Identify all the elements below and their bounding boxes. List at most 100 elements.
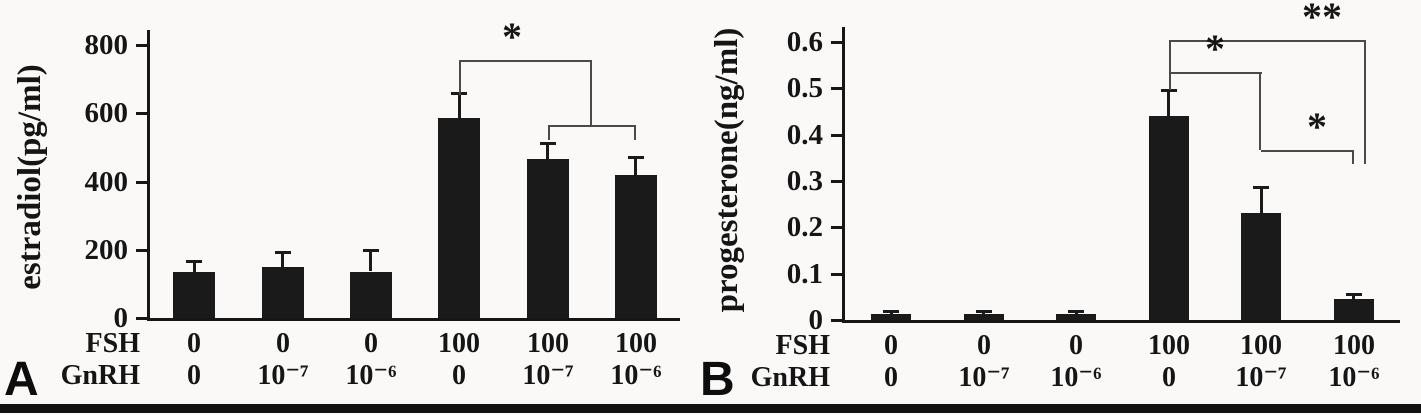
- panel-b-bar: [964, 314, 1004, 320]
- panel-b-ytick-mark: [831, 180, 845, 183]
- panel-b-xrow-label: FSH: [775, 330, 830, 361]
- panel-a-sig-bracket-drop: [590, 60, 592, 125]
- panel-a-error-bar: [458, 94, 461, 118]
- panel-b-xtick-label: 10⁻⁷: [958, 362, 1010, 393]
- panel-b-error-bar: [1260, 188, 1263, 213]
- panel-b-xtick-label: 0: [884, 362, 898, 393]
- panel-a-bar: [438, 118, 480, 318]
- panel-a-sig-bracket: [459, 60, 592, 62]
- panel-b-xtick-label: 100: [1148, 330, 1190, 361]
- panel-b-ytick-mark: [831, 87, 845, 90]
- panel-b-ytick-label: 0.3: [786, 165, 823, 197]
- panel-b-sig-label: *: [1205, 26, 1225, 71]
- panel-a-xtick-label: 10⁻⁷: [257, 360, 309, 391]
- panel-a-xtick-label: 0: [276, 328, 290, 359]
- panel-a-ytick-label: 200: [84, 234, 129, 266]
- panel-a-bar: [173, 272, 215, 318]
- panel-b-bar: [871, 314, 911, 320]
- panel-b-bar: [1241, 213, 1281, 320]
- panel-b-ytick-label: 0.6: [786, 26, 823, 58]
- panel-a-ytick-mark: [136, 44, 150, 47]
- panel-b-xtick-label: 0: [884, 330, 898, 361]
- panel-b-error-bar: [890, 312, 893, 314]
- panel-b-error-bar-cap: [1346, 293, 1362, 296]
- panel-b-error-bar: [982, 312, 985, 314]
- panel-a-sig-bracket-drop: [634, 125, 636, 140]
- panel-b-xtick-label: 10⁻⁶: [1328, 362, 1380, 393]
- panel-a-bar: [262, 267, 304, 318]
- panel-a-ytick-mark: [136, 112, 150, 115]
- figure-bottom-border: [0, 404, 1421, 413]
- panel-a-error-bar-cap: [540, 142, 556, 145]
- panel-b-sig-bracket-drop: [1364, 40, 1366, 164]
- panel-b-sig-bracket-drop: [1259, 72, 1261, 150]
- panel-a-bar: [527, 159, 569, 318]
- panel-b-ytick-mark: [831, 319, 845, 322]
- panel-b-ytick-mark: [831, 273, 845, 276]
- panel-a-xtick-label: 10⁻⁷: [522, 360, 574, 391]
- panel-b-bar: [1334, 299, 1374, 320]
- panel-b-xtick-label: 100: [1333, 330, 1375, 361]
- panel-a-ytick-mark: [136, 181, 150, 184]
- panel-b-ytick-label: 0.4: [786, 119, 823, 151]
- panel-a-xtick-label: 100: [527, 328, 569, 359]
- panel-a-xrow-label: GnRH: [60, 360, 140, 391]
- panel-b-error-bar-cap: [1068, 310, 1084, 313]
- panel-a-label: A: [4, 353, 39, 406]
- panel-b-ytick-label: 0.2: [786, 211, 823, 243]
- panel-b-sig-bracket-drop: [1352, 150, 1354, 164]
- panel-b-xrow-label: GnRH: [750, 362, 830, 393]
- panel-b-ytick-mark: [831, 41, 845, 44]
- panel-a-xtick-label: 0: [364, 328, 378, 359]
- panel-b-xtick-label: 100: [1240, 330, 1282, 361]
- panel-b-error-bar-cap: [883, 310, 899, 313]
- panel-a-error-bar-cap: [628, 156, 644, 159]
- panel-a-y-axis: [147, 30, 150, 320]
- panel-a-ytick-label: 600: [84, 97, 129, 129]
- panel-a-xtick-label: 0: [187, 360, 201, 391]
- panel-a-x-axis: [147, 318, 680, 321]
- panel-a-xtick-label: 100: [438, 328, 480, 359]
- panel-b-error-bar: [1352, 295, 1355, 299]
- panel-b-x-axis: [842, 320, 1400, 323]
- panel-a-error-bar-cap: [363, 249, 379, 252]
- panel-a-sig-bracket: [548, 125, 636, 127]
- panel-a-ylabel: estradiol(pg/ml): [12, 64, 48, 290]
- panel-b-sig-label: **: [1302, 0, 1342, 39]
- panel-a-ytick-mark: [136, 249, 150, 252]
- panel-a-sig-bracket-drop: [548, 125, 550, 140]
- panel-a-bar: [615, 175, 657, 318]
- panel-a-ytick-label: 400: [84, 166, 129, 198]
- panel-a-xtick-label: 0: [452, 360, 466, 391]
- panel-b-ytick-mark: [831, 226, 845, 229]
- panel-a-error-bar: [281, 253, 284, 267]
- panel-b-xtick-label: 0: [1162, 362, 1176, 393]
- panel-b-xtick-label: 0: [977, 330, 991, 361]
- panel-b-sig-bracket: [1261, 150, 1354, 152]
- panel-b-error-bar-cap: [976, 310, 992, 313]
- panel-b-bar: [1056, 314, 1096, 320]
- panel-a-xtick-label: 10⁻⁶: [345, 360, 397, 391]
- panel-b-ylabel: progesterone(ng/ml): [709, 27, 745, 313]
- panel-b-xtick-label: 10⁻⁷: [1235, 362, 1287, 393]
- panel-a-xrow-label: FSH: [85, 328, 140, 359]
- panel-a-ytick-label: 0: [113, 302, 129, 334]
- panel-b-sig-bracket: [1169, 40, 1366, 42]
- panel-b-ytick-label: 0.5: [786, 72, 823, 104]
- panel-a-bar: [350, 272, 392, 318]
- panel-b-label: B: [700, 353, 735, 406]
- panel-b-xtick-label: 10⁻⁶: [1050, 362, 1102, 393]
- panel-a-sig-label: *: [502, 14, 522, 59]
- panel-b-sig-label: *: [1307, 104, 1327, 149]
- panel-b-sig-bracket-drop: [1169, 40, 1171, 90]
- panel-a-xtick-label: 10⁻⁶: [610, 360, 662, 391]
- panel-b-error-bar-cap: [1161, 89, 1177, 92]
- panel-b-ytick-label: 0.1: [786, 258, 823, 290]
- panel-b-xtick-label: 0: [1069, 330, 1083, 361]
- panel-a-error-bar-cap: [186, 260, 202, 263]
- panel-a-error-bar: [369, 251, 372, 271]
- panel-a-error-bar: [193, 262, 196, 272]
- panel-b-error-bar-cap: [1253, 186, 1269, 189]
- panel-b-y-axis: [842, 27, 845, 322]
